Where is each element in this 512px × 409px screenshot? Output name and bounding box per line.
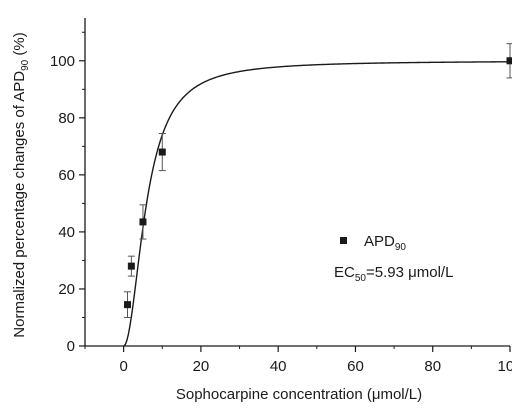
data-points <box>124 43 512 318</box>
x-tick-label: 100 <box>497 358 512 375</box>
y-axis-title-main: Normalized percentage changes of APD <box>11 71 28 338</box>
x-axis-title: Sophocarpine concentration (μmol/L) <box>176 386 422 403</box>
data-point <box>127 262 135 270</box>
data-point <box>158 148 166 156</box>
x-tick-label: 80 <box>424 358 441 375</box>
x-ticks: 0 20 40 60 80 100 <box>84 346 512 375</box>
y-tick-label: 0 <box>67 338 75 355</box>
y-tick-label: 20 <box>58 281 75 298</box>
ec50-subscript: 50 <box>355 273 367 284</box>
legend-label-subscript: 90 <box>395 242 407 253</box>
y-tick-label: 60 <box>58 167 75 184</box>
legend: APD90 <box>340 233 406 253</box>
data-point <box>139 218 147 226</box>
x-tick-label: 20 <box>193 358 210 375</box>
y-tick-label: 80 <box>58 110 75 127</box>
x-tick-label: 60 <box>347 358 364 375</box>
ec50-value: =5.93 μmol/L <box>366 264 453 281</box>
ec50-prefix: EC <box>334 264 355 281</box>
x-tick-label: 40 <box>270 358 287 375</box>
data-point <box>124 301 131 309</box>
y-ticks: 0 20 40 60 80 100 <box>50 31 85 355</box>
y-tick-label: 40 <box>58 224 75 241</box>
x-tick-label: 0 <box>119 358 127 375</box>
ec50-annotation: EC50=5.93 μmol/L <box>334 264 453 284</box>
data-point <box>506 57 512 65</box>
y-axis-title: Normalized percentage changes of APD90 (… <box>11 32 31 337</box>
axes <box>84 18 510 347</box>
legend-label-apd90: APD90 <box>364 233 406 253</box>
y-tick-label: 100 <box>50 53 75 70</box>
y-axis-title-subscript: 90 <box>20 59 31 71</box>
legend-marker-apd90 <box>340 237 347 244</box>
fit-curve <box>123 61 511 347</box>
legend-label-main: APD <box>364 233 395 250</box>
y-axis-title-suffix: (%) <box>11 32 28 60</box>
